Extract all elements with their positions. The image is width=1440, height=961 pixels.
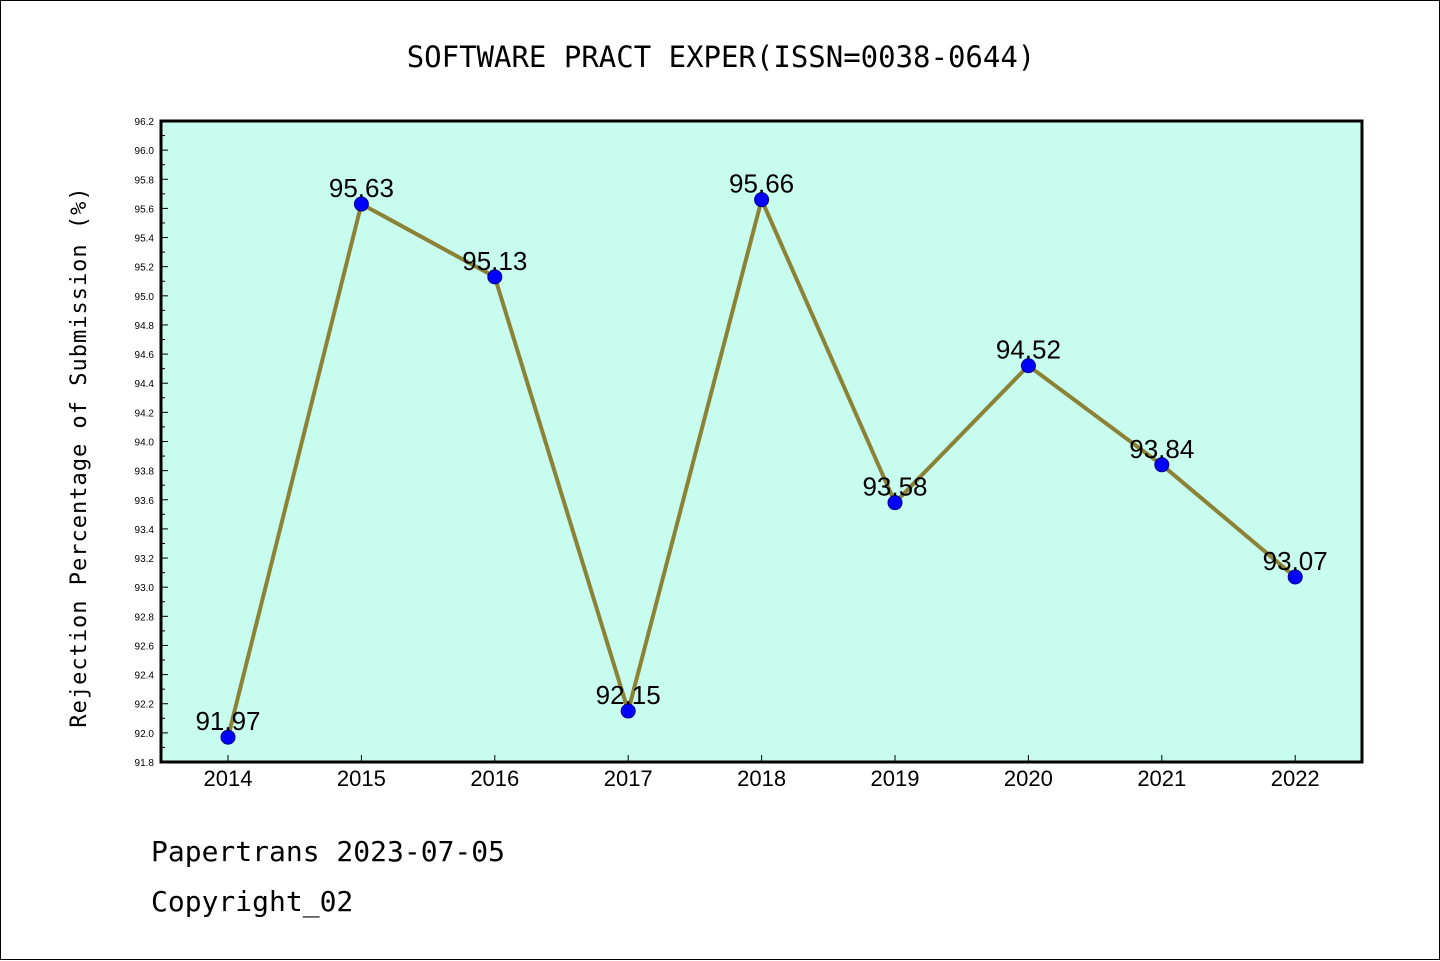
x-tick-label: 2022	[1271, 766, 1320, 791]
data-label: 93.07	[1263, 546, 1328, 576]
chart-title: SOFTWARE PRACT EXPER(ISSN=0038-0644)	[407, 40, 1036, 74]
data-label: 93.84	[1129, 434, 1194, 464]
data-point	[1287, 569, 1303, 585]
data-point	[887, 495, 903, 511]
y-tick-label: 93.2	[135, 554, 155, 565]
y-tick-label: 93.0	[135, 583, 155, 594]
y-axis: 91.8 92.0 92.2 92.4 92.6 92.8 93.0 93.2 93.4 93.6…	[135, 117, 168, 769]
data-point	[1154, 457, 1170, 473]
series-group	[220, 192, 1303, 745]
y-tick-label: 96.0	[135, 146, 155, 157]
x-tick-label: 2018	[737, 766, 786, 791]
y-tick-label: 93.4	[135, 525, 155, 536]
footer-copyright: Copyright_02	[151, 885, 354, 918]
y-tick-label: 92.8	[135, 612, 155, 623]
x-axis: 2014 2015 2016 2017 2018 2019 2020 2021 2022	[204, 755, 1320, 791]
y-tick-label: 95.6	[135, 204, 155, 215]
y-tick-label: 94.0	[135, 438, 155, 449]
y-tick-label: 94.2	[135, 408, 155, 419]
y-tick-label: 95.4	[135, 234, 155, 245]
x-tick-label: 2017	[604, 766, 653, 791]
x-tick-label: 2014	[204, 766, 253, 791]
data-point	[620, 703, 636, 719]
y-tick-label: 92.2	[135, 700, 155, 711]
y-tick-label: 94.8	[135, 321, 155, 332]
data-point	[487, 269, 503, 285]
y-tick-label: 92.0	[135, 729, 155, 740]
x-tick-label: 2016	[470, 766, 519, 791]
y-tick-label: 96.2	[135, 117, 155, 128]
data-label: 95.66	[729, 169, 794, 199]
y-tick-label: 91.8	[135, 758, 155, 769]
y-tick-label: 93.8	[135, 467, 155, 478]
data-labels: 91.97 95.63 95.13 92.15 95.66 93.58 94.52 93.84…	[195, 169, 1327, 737]
y-tick-label: 95.0	[135, 292, 155, 303]
data-label: 94.52	[996, 335, 1061, 365]
footer-date: Papertrans 2023-07-05	[151, 835, 506, 868]
data-label: 95.63	[329, 173, 394, 203]
y-tick-label: 94.6	[135, 350, 155, 361]
plot-area	[159, 119, 1364, 764]
x-tick-label: 2019	[871, 766, 920, 791]
y-tick-label: 92.6	[135, 641, 155, 652]
data-point	[1020, 358, 1036, 374]
x-tick-label: 2021	[1137, 766, 1186, 791]
y-tick-label: 94.4	[135, 379, 155, 390]
y-axis-label: Rejection Percentage of Submission (%)	[67, 186, 92, 727]
y-tick-label: 92.4	[135, 671, 155, 682]
y-tick-label: 95.2	[135, 263, 155, 274]
y-tick-label: 93.6	[135, 496, 155, 507]
data-label: 93.58	[862, 472, 927, 502]
y-tick-label: 95.8	[135, 175, 155, 186]
data-label: 91.97	[195, 706, 260, 736]
data-label: 95.13	[462, 246, 527, 276]
data-point	[353, 196, 369, 212]
data-point	[220, 729, 236, 745]
x-tick-label: 2015	[337, 766, 386, 791]
data-point	[754, 192, 770, 208]
data-label: 92.15	[596, 680, 661, 710]
x-tick-label: 2020	[1004, 766, 1053, 791]
